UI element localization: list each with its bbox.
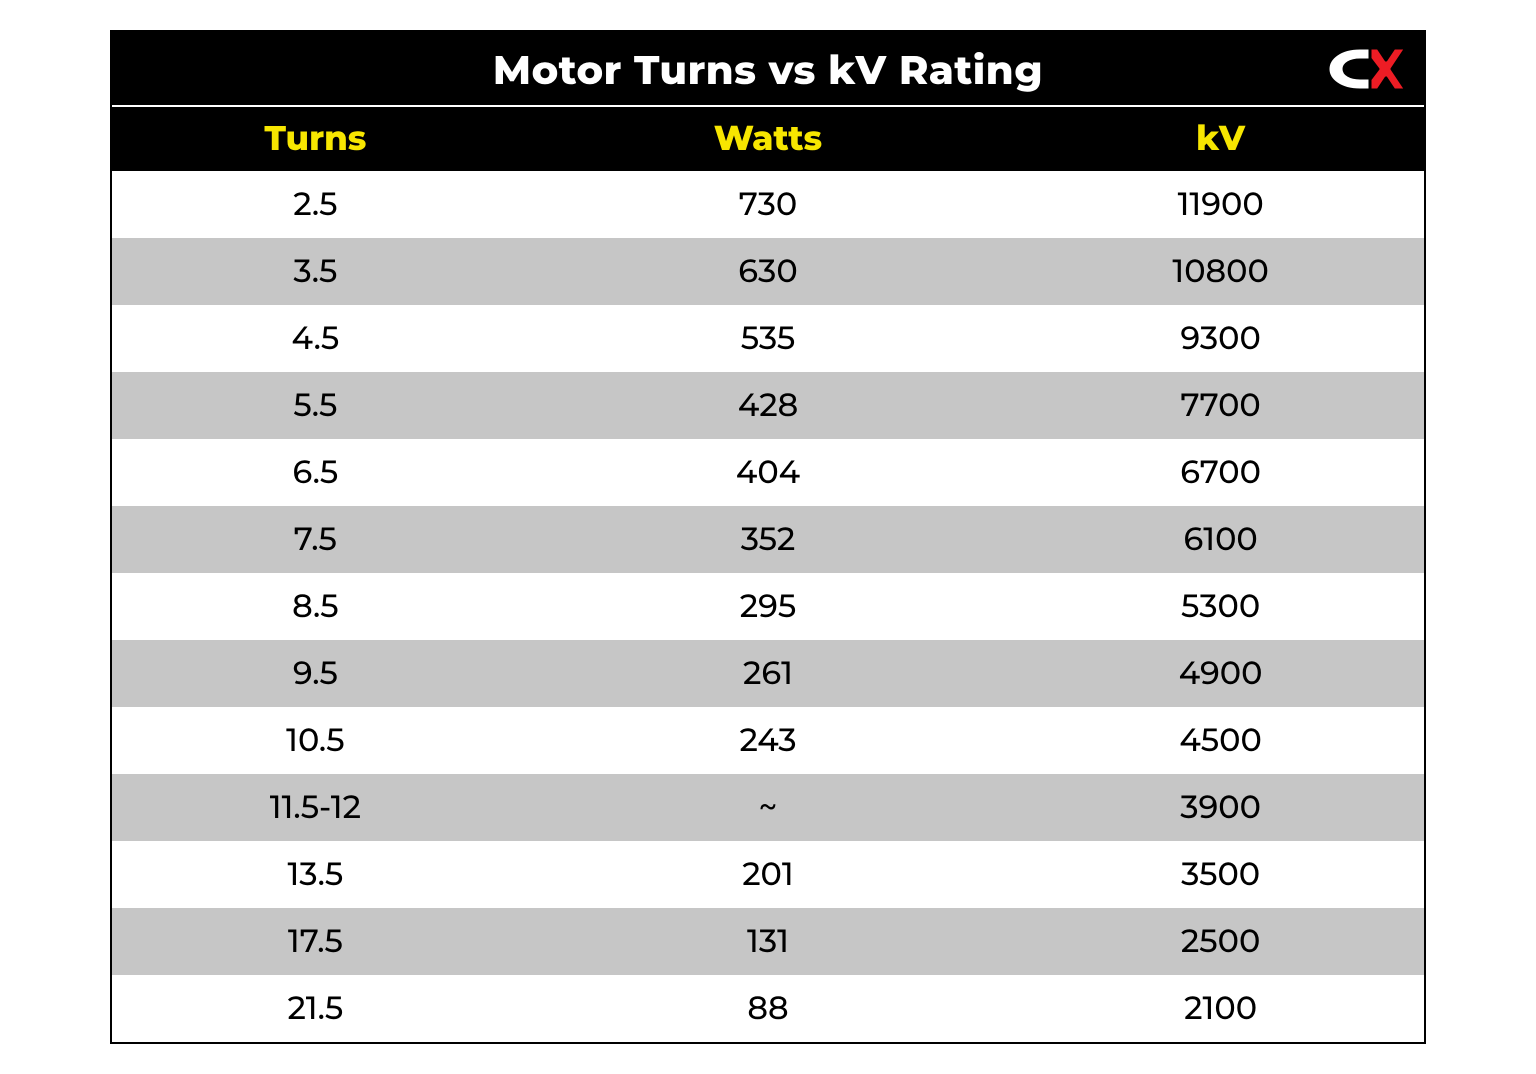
cell-turns: 7.5 <box>112 506 519 573</box>
cell-watts: 352 <box>519 506 1018 573</box>
table-row: 4.5 535 9300 <box>112 305 1424 372</box>
table-row: 8.5 295 5300 <box>112 573 1424 640</box>
col-header-kv: kV <box>1017 107 1424 171</box>
cell-watts: 131 <box>519 908 1018 975</box>
cell-kv: 3900 <box>1017 774 1424 841</box>
table-row: 17.5 131 2500 <box>112 908 1424 975</box>
cell-turns: 11.5-12 <box>112 774 519 841</box>
cell-kv: 5300 <box>1017 573 1424 640</box>
cell-turns: 13.5 <box>112 841 519 908</box>
table-row: 7.5 352 6100 <box>112 506 1424 573</box>
col-header-turns: Turns <box>112 107 519 171</box>
page-container: Motor Turns vs kV Rating Turns Watts kV <box>0 0 1536 1074</box>
cell-watts: 243 <box>519 707 1018 774</box>
table-row: 11.5-12 ~ 3900 <box>112 774 1424 841</box>
cx-logo-icon <box>1326 44 1410 94</box>
table-row: 5.5 428 7700 <box>112 372 1424 439</box>
cell-kv: 6100 <box>1017 506 1424 573</box>
cell-turns: 10.5 <box>112 707 519 774</box>
cell-watts: 201 <box>519 841 1018 908</box>
table-row: 21.5 88 2100 <box>112 975 1424 1042</box>
cell-turns: 6.5 <box>112 439 519 506</box>
motor-table: Motor Turns vs kV Rating Turns Watts kV <box>110 30 1426 1044</box>
cell-kv: 4900 <box>1017 640 1424 707</box>
cell-watts: 404 <box>519 439 1018 506</box>
cell-watts: 535 <box>519 305 1018 372</box>
cell-turns: 2.5 <box>112 171 519 238</box>
cell-watts: 730 <box>519 171 1018 238</box>
cell-kv: 11900 <box>1017 171 1424 238</box>
col-header-watts: Watts <box>519 107 1018 171</box>
cell-kv: 7700 <box>1017 372 1424 439</box>
cell-turns: 5.5 <box>112 372 519 439</box>
table-row: 6.5 404 6700 <box>112 439 1424 506</box>
cell-turns: 8.5 <box>112 573 519 640</box>
cell-kv: 3500 <box>1017 841 1424 908</box>
table-row: 9.5 261 4900 <box>112 640 1424 707</box>
cell-kv: 4500 <box>1017 707 1424 774</box>
cell-kv: 6700 <box>1017 439 1424 506</box>
cell-turns: 9.5 <box>112 640 519 707</box>
table-row: 2.5 730 11900 <box>112 171 1424 238</box>
cell-turns: 3.5 <box>112 238 519 305</box>
table-body: 2.5 730 11900 3.5 630 10800 4.5 535 9300… <box>112 171 1424 1042</box>
cell-turns: 17.5 <box>112 908 519 975</box>
table-row: 13.5 201 3500 <box>112 841 1424 908</box>
cell-watts: 428 <box>519 372 1018 439</box>
cell-watts: 295 <box>519 573 1018 640</box>
cell-watts: 88 <box>519 975 1018 1042</box>
cell-watts: ~ <box>519 774 1018 841</box>
table-row: 10.5 243 4500 <box>112 707 1424 774</box>
cell-kv: 2100 <box>1017 975 1424 1042</box>
table-title-bar: Motor Turns vs kV Rating <box>112 32 1424 107</box>
cell-watts: 261 <box>519 640 1018 707</box>
cell-turns: 4.5 <box>112 305 519 372</box>
table-row: 3.5 630 10800 <box>112 238 1424 305</box>
table-title: Motor Turns vs kV Rating <box>493 46 1043 95</box>
cell-turns: 21.5 <box>112 975 519 1042</box>
cell-kv: 10800 <box>1017 238 1424 305</box>
cell-kv: 2500 <box>1017 908 1424 975</box>
cell-watts: 630 <box>519 238 1018 305</box>
table-header-row: Turns Watts kV <box>112 107 1424 171</box>
cell-kv: 9300 <box>1017 305 1424 372</box>
